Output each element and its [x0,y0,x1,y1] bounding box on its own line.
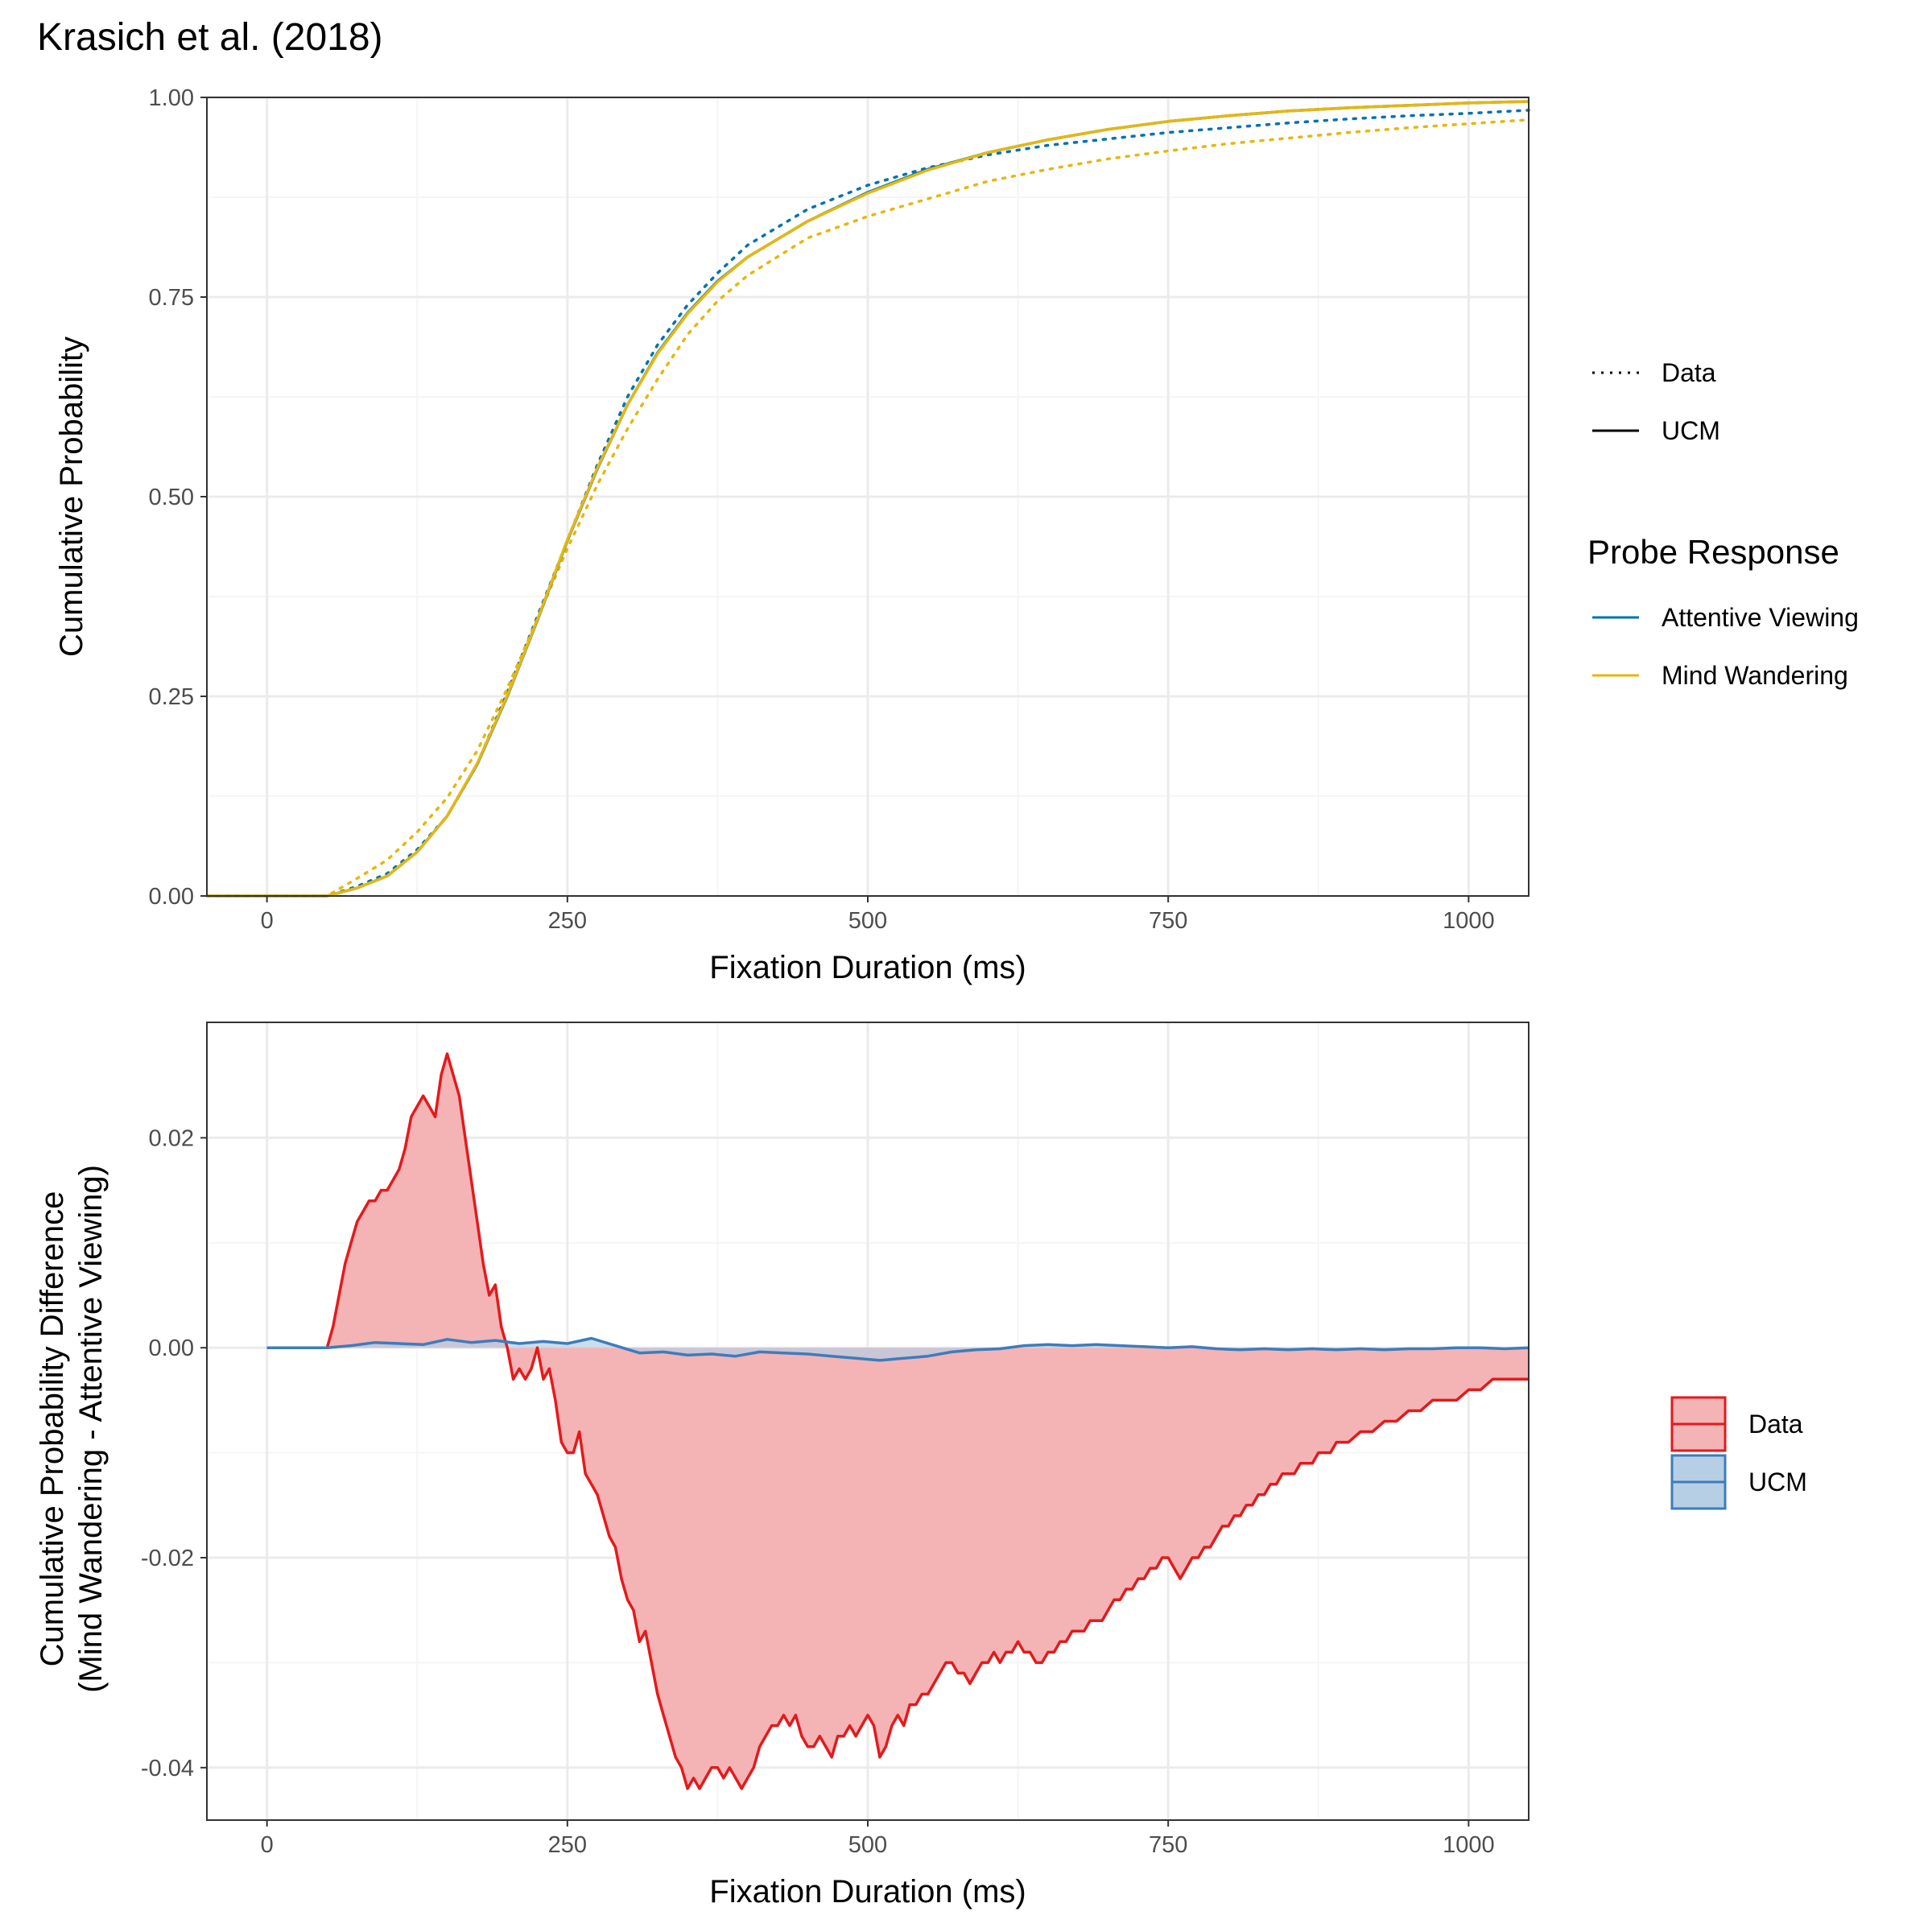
bottom-series [266,1052,1530,1790]
top-panel: 0 250 500 750 1000 0.00 0.25 0.50 0.75 1.00 Fixat… [54,85,1530,985]
x-tick-label: 1000 [1443,1832,1495,1858]
diff-line-ucm [266,1336,1530,1362]
series-line-mind-wandering-data [205,118,1530,898]
y-tick-label: 0.00 [149,884,194,910]
bottom-panel: 0 250 500 750 1000 -0.04 -0.02 0.00 0.02 Fixatio… [35,1022,1530,1909]
legend-data-label: Data [1662,358,1716,387]
x-tick-label: 750 [1149,1832,1187,1858]
y-tick-label: 0.00 [149,1335,194,1361]
y-tick-label: -0.04 [141,1756,194,1781]
y-tick-label: 0.50 [149,485,194,510]
x-tick-label: 250 [548,908,587,934]
x-tick-label: 500 [848,908,887,934]
legend-attentive-label: Attentive Viewing [1662,603,1859,632]
x-tick-label: 250 [548,1832,587,1858]
y-tick-label: 1.00 [149,85,194,111]
bottom-legend: Data UCM [1670,1396,1807,1510]
x-tick-label: 0 [261,908,274,934]
diff-area-ucm [266,1338,1530,1360]
series-line-mind-wandering-ucm [207,100,1530,898]
legend-mind-wandering-label: Mind Wandering [1662,661,1848,690]
bottom-y-axis-title-line1: Cumulative Probability Difference [35,1191,70,1667]
y-tick-label: -0.02 [141,1546,194,1571]
bottom-y-axis-title-line2: (Mind Wandering - Attentive Viewing) [73,1165,109,1693]
legend-ucm-label: UCM [1662,416,1720,445]
top-x-axis-title: Fixation Duration (ms) [709,950,1026,985]
legend-color-title: Probe Response [1587,533,1839,571]
bottom-x-axis-title: Fixation Duration (ms) [709,1874,1026,1909]
diff-area-data [266,1054,1530,1789]
bottom-ticks: 0 250 500 750 1000 -0.04 -0.02 0.00 0.02 [141,1125,1495,1858]
y-tick-label: 0.75 [149,285,194,311]
x-tick-label: 750 [1149,908,1187,934]
top-y-axis-title: Cumulative Probability [54,336,89,657]
y-tick-label: 0.02 [149,1125,194,1151]
top-ticks: 0 250 500 750 1000 0.00 0.25 0.50 0.75 1.00 [149,85,1495,934]
top-grid [207,96,1529,898]
x-tick-label: 500 [848,1832,887,1858]
top-series [205,100,1530,898]
diff-line-data [266,1052,1529,1790]
legend-diff-ucm-label: UCM [1748,1468,1807,1496]
top-legend: Data UCM Probe Response Attentive Viewin… [1587,358,1859,690]
figure-title: Krasich et al. (2018) [37,16,383,59]
x-tick-label: 1000 [1443,908,1495,934]
y-tick-label: 0.25 [149,684,194,710]
x-tick-label: 0 [261,1832,274,1858]
legend-diff-data-label: Data [1748,1410,1803,1439]
